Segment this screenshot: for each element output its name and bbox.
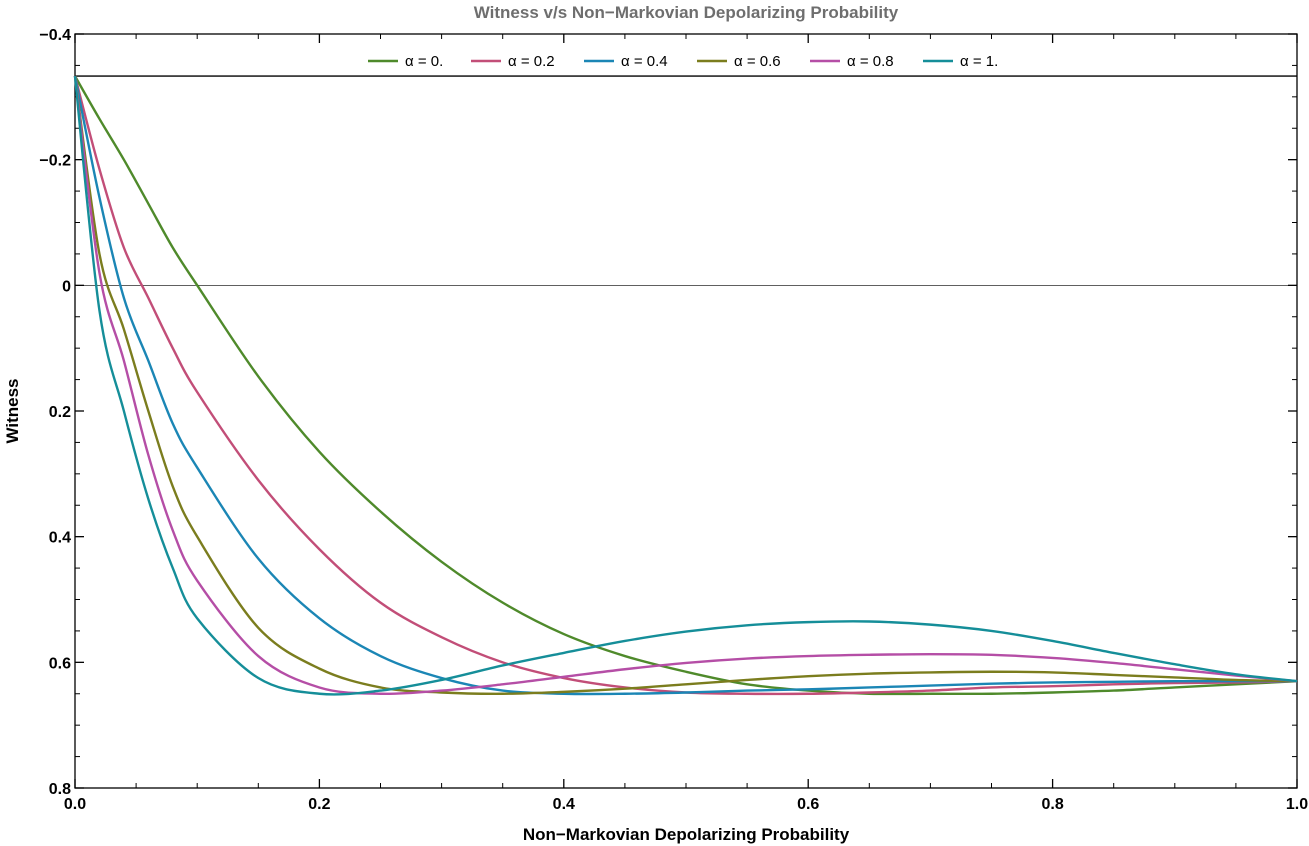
x-axis-title: Non−Markovian Depolarizing Probability xyxy=(523,825,850,844)
series-lines xyxy=(73,75,1298,696)
y-tick-label: −0.2 xyxy=(39,153,71,170)
y-tick-label: 0.2 xyxy=(49,404,71,421)
legend-label: α = 0.6 xyxy=(734,53,781,70)
y-tick-label: −0.4 xyxy=(39,27,71,44)
y-axis-title: Witness xyxy=(3,378,22,443)
y-tick-label: 0.6 xyxy=(49,655,71,672)
x-tick-label: 1.0 xyxy=(1286,796,1308,813)
axis-ticks: 0.0 0.2 0.4 0.6 0.8 1.0 −0.4 −0.2 0 0.2 0.4 0.6 0.8 xyxy=(39,27,1308,813)
series-line-0 xyxy=(73,75,1298,696)
reference-lines xyxy=(75,75,1297,286)
legend-label: α = 0.8 xyxy=(847,53,894,70)
series-line-3 xyxy=(73,75,1298,695)
x-tick-label: 0.0 xyxy=(64,796,86,813)
series-line-2 xyxy=(73,75,1297,696)
series-line-5 xyxy=(73,75,1298,696)
y-tick-label: 0.8 xyxy=(49,781,71,798)
legend-label: α = 1. xyxy=(960,53,998,70)
series-line-4 xyxy=(73,75,1298,696)
x-tick-label: 0.8 xyxy=(1041,796,1063,813)
y-tick-label: 0 xyxy=(62,278,71,295)
series-line-1 xyxy=(73,75,1298,696)
legend: α = 0. α = 0.2 α = 0.4 α = 0.6 α = 0.8 α = 1. xyxy=(368,53,998,70)
x-tick-label: 0.6 xyxy=(797,796,819,813)
x-tick-label: 0.2 xyxy=(308,796,330,813)
legend-label: α = 0. xyxy=(405,53,443,70)
y-tick-label: 0.4 xyxy=(49,530,71,547)
x-tick-label: 0.4 xyxy=(553,796,575,813)
chart-title: Witness v/s Non−Markovian Depolarizing P… xyxy=(474,3,899,22)
legend-label: α = 0.2 xyxy=(508,53,555,70)
legend-label: α = 0.4 xyxy=(621,53,668,70)
